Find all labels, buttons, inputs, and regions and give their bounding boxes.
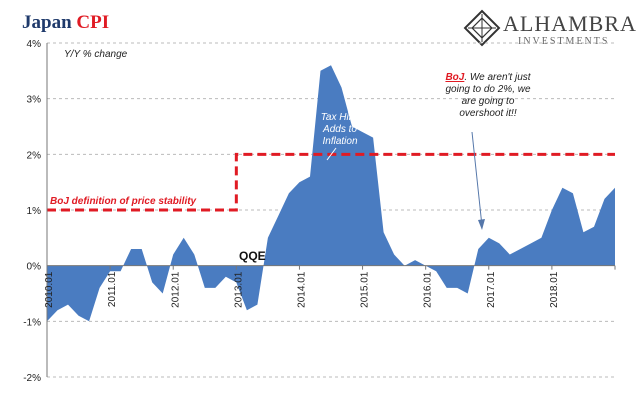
y-tick-labels: 4% 3% 2% 1% 0% -1% -2%: [23, 39, 41, 384]
x-tick-label: 2018.01: [549, 271, 560, 308]
cpi-area: [47, 65, 615, 322]
x-tick-label: 2014.01: [296, 271, 307, 308]
boj-arrow-line: [471, 131, 483, 227]
boj-quote-line: overshoot it!!: [459, 108, 517, 119]
y-tick-label: 4%: [27, 39, 42, 50]
y-tick-label: 3%: [27, 95, 42, 106]
y-tick-label: -2%: [23, 373, 41, 384]
tax-hike-arrow: [326, 147, 337, 161]
annotation-arrows: [326, 131, 485, 230]
x-tick-label: 2010.01: [44, 271, 55, 308]
boj-arrow-head: [478, 219, 485, 230]
boj-definition-label: BoJ definition of price stability: [50, 196, 197, 207]
brand-logo: ALHAMBRA INVESTMENTS: [462, 8, 638, 52]
x-tick-label: 2013.01: [233, 271, 244, 308]
boj-quote-line: . We aren't just: [464, 72, 531, 83]
x-tick-label: 2017.01: [486, 271, 497, 308]
x-tick-label: 2015.01: [360, 271, 371, 308]
brand-subtitle: INVESTMENTS: [518, 36, 610, 47]
chart-title: Japan CPI: [22, 12, 109, 34]
y-tick-label: 0%: [27, 262, 42, 273]
brand-name: ALHAMBRA: [503, 11, 637, 36]
boj-quote: BoJ. We aren't just going to do 2%, we a…: [428, 72, 548, 120]
diamond-logo-icon: [463, 9, 501, 47]
tax-hike-line: Inflation: [322, 136, 358, 147]
cpi-series-area: [47, 65, 615, 322]
tax-hike-line: Adds to: [323, 124, 357, 135]
y-tick-label: 2%: [27, 150, 42, 161]
y-tick-label: 1%: [27, 206, 42, 217]
qqe-label: QQE: [239, 249, 266, 263]
axes: [46, 43, 616, 377]
title-accent: CPI: [76, 12, 110, 33]
boj-quote-line: going to do 2%, we: [445, 84, 531, 95]
boj-quote-line: are going to: [461, 96, 515, 107]
title-prefix: Japan: [22, 12, 72, 33]
x-tick-labels: 2010.01 2011.01 2012.01 2013.01 2014.01 2015.…: [44, 271, 560, 308]
y-axis-label: Y/Y % change: [64, 49, 128, 60]
tax-hike-line: Tax Hike: [320, 112, 360, 123]
x-tick-label: 2011.01: [107, 271, 118, 307]
tax-hike-label: Tax Hike Adds to Inflation: [310, 112, 370, 148]
price-stability-target-line: [47, 152, 615, 212]
boj-quote-head: BoJ: [445, 72, 465, 83]
x-tick-label: 2016.01: [423, 271, 434, 308]
y-tick-label: -1%: [23, 317, 41, 328]
x-tick-label: 2012.01: [170, 271, 181, 308]
price-stability-line: [47, 152, 615, 212]
